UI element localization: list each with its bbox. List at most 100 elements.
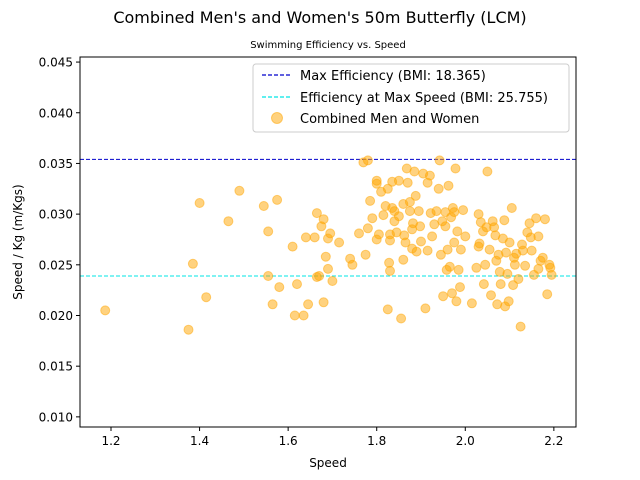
x-tick-label: 2.0 xyxy=(456,434,475,448)
data-point xyxy=(482,166,493,177)
data-point xyxy=(466,298,477,309)
data-point xyxy=(433,183,444,194)
data-point xyxy=(513,274,524,284)
data-point xyxy=(509,252,519,263)
y-tick-label: 0.035 xyxy=(39,157,73,171)
data-point xyxy=(506,203,517,213)
data-point xyxy=(385,265,395,276)
data-point xyxy=(314,271,325,281)
data-point xyxy=(444,261,455,272)
data-point xyxy=(309,232,320,243)
data-point xyxy=(287,241,298,252)
data-point xyxy=(382,183,393,194)
data-point xyxy=(526,245,537,256)
chart-title: Combined Men's and Women's 50m Butterfly… xyxy=(113,8,526,27)
data-point xyxy=(542,289,553,300)
data-point xyxy=(502,268,513,279)
data-point xyxy=(486,290,496,301)
data-point xyxy=(404,206,415,217)
data-point xyxy=(533,231,544,242)
data-point xyxy=(398,254,409,265)
data-point xyxy=(373,229,384,240)
data-point xyxy=(400,237,411,248)
data-point xyxy=(402,177,413,188)
data-point xyxy=(183,324,194,335)
data-point xyxy=(531,213,542,224)
y-tick-label: 0.030 xyxy=(39,208,73,222)
data-point xyxy=(471,262,482,273)
data-point xyxy=(451,296,462,307)
data-point xyxy=(458,205,469,216)
plot-frame xyxy=(79,56,577,428)
data-point xyxy=(504,237,515,248)
x-tick-label: 1.2 xyxy=(101,434,120,448)
data-point xyxy=(410,190,421,201)
chart-subtitle: Swimming Efficiency vs. Speed xyxy=(250,40,406,51)
data-point xyxy=(443,180,454,191)
data-point xyxy=(263,271,274,281)
plot-area xyxy=(80,155,576,335)
data-point xyxy=(323,263,333,274)
data-point xyxy=(434,155,445,166)
data-point xyxy=(424,170,435,181)
data-point xyxy=(362,223,373,234)
data-point xyxy=(517,245,528,256)
y-tick-label: 0.025 xyxy=(39,258,73,272)
y-tick-label: 0.020 xyxy=(39,309,73,323)
data-point xyxy=(385,235,395,246)
y-tick-label: 0.040 xyxy=(39,106,73,120)
data-point xyxy=(453,264,464,275)
data-point xyxy=(320,251,331,262)
data-point xyxy=(495,279,506,290)
data-point xyxy=(318,297,329,308)
data-point xyxy=(393,175,404,186)
data-point xyxy=(501,247,511,258)
data-point xyxy=(411,246,422,257)
data-point xyxy=(347,259,358,270)
data-point xyxy=(263,226,274,237)
data-point xyxy=(334,237,345,248)
data-point xyxy=(384,257,395,268)
data-point xyxy=(537,252,548,263)
x-tick-label: 1.6 xyxy=(279,434,298,448)
data-point xyxy=(480,259,491,270)
data-point xyxy=(382,304,393,315)
data-point xyxy=(367,213,378,224)
data-point xyxy=(258,201,269,211)
data-point xyxy=(289,310,300,321)
data-point xyxy=(378,210,389,221)
data-point xyxy=(455,244,466,255)
y-tick-label: 0.015 xyxy=(39,360,73,374)
data-point xyxy=(311,208,322,219)
data-point xyxy=(415,221,426,232)
data-point xyxy=(473,209,484,220)
data-point xyxy=(298,310,309,321)
data-point xyxy=(365,195,376,206)
data-point xyxy=(267,299,278,310)
data-point xyxy=(540,214,550,225)
legend-label-max-efficiency: Max Efficiency (BMI: 18.365) xyxy=(300,69,486,84)
data-point xyxy=(194,198,205,208)
data-point xyxy=(452,226,463,237)
data-point xyxy=(484,244,495,255)
data-point xyxy=(416,236,426,247)
data-point xyxy=(201,292,212,303)
x-axis-label: Speed xyxy=(309,456,347,470)
data-point xyxy=(533,263,544,274)
data-point xyxy=(449,237,460,248)
data-point xyxy=(100,305,111,316)
legend-swatch-combined xyxy=(271,112,283,124)
y-axis: 0.010 0.015 0.020 0.025 0.030 0.035 0.040 0.045 xyxy=(39,56,80,424)
data-point xyxy=(489,222,500,233)
data-point xyxy=(455,282,465,293)
data-point xyxy=(354,228,364,239)
legend-label-combined: Combined Men and Women xyxy=(300,112,479,127)
data-point xyxy=(515,321,526,332)
data-point xyxy=(422,245,433,256)
data-point xyxy=(393,211,404,222)
data-point xyxy=(499,215,510,226)
data-point xyxy=(503,296,514,307)
data-point xyxy=(447,288,457,299)
legend: Max Efficiency (BMI: 18.365) Efficiency … xyxy=(252,63,570,133)
legend-box xyxy=(252,63,570,133)
